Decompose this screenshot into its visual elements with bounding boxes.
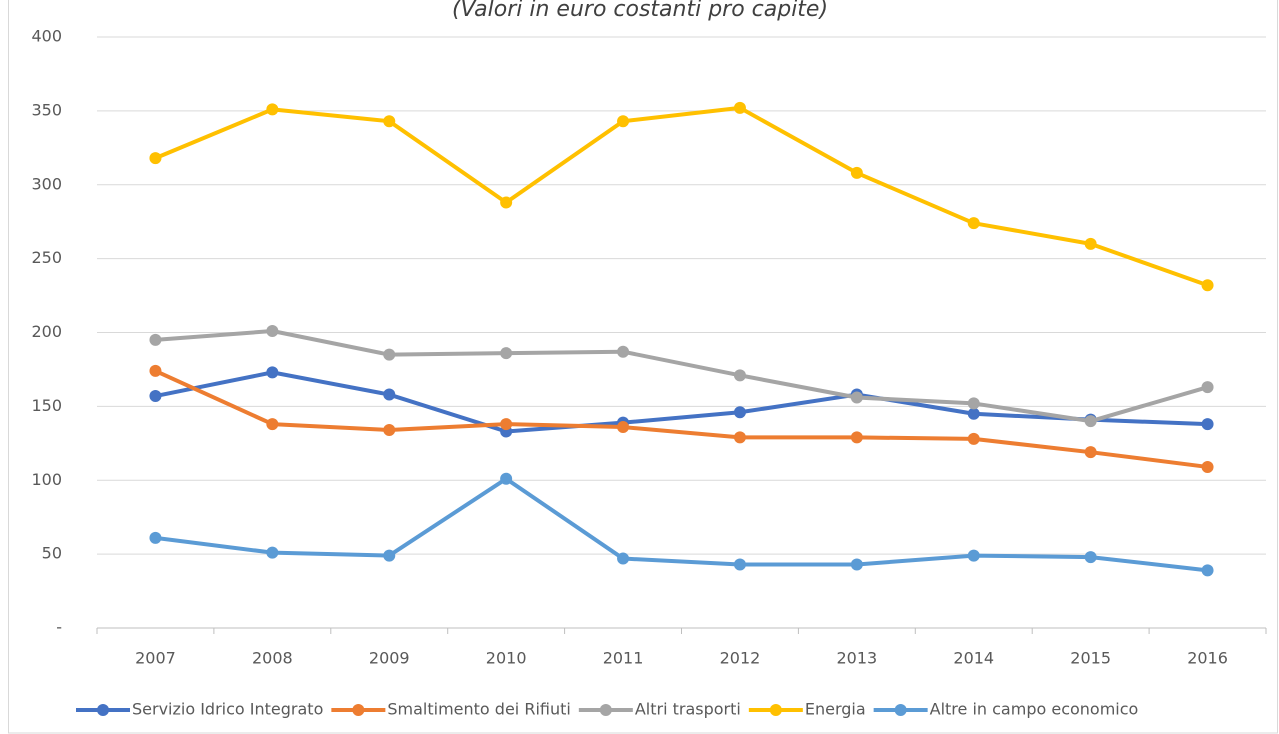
legend-marker	[769, 704, 782, 716]
data-point	[500, 347, 513, 360]
x-tick-label: 2007	[135, 649, 176, 668]
data-point	[1084, 237, 1097, 250]
x-tick-label: 2016	[1187, 649, 1228, 668]
data-point	[266, 103, 279, 116]
data-point	[149, 333, 162, 346]
data-point	[1084, 415, 1097, 428]
legend-marker	[352, 704, 365, 716]
x-tick-label: 2013	[836, 649, 877, 668]
series-line	[154, 369, 1208, 469]
legend-label: Servizio Idrico Integrato	[132, 700, 323, 719]
data-point	[1201, 381, 1214, 394]
data-point	[383, 115, 396, 128]
chart-title: (Valori in euro costanti pro capite)	[452, 0, 828, 22]
data-point	[149, 152, 162, 165]
legend-label: Smaltimento dei Rifiuti	[387, 700, 570, 719]
chart-frame	[8, 0, 1278, 734]
y-tick-label: 200	[31, 322, 62, 341]
data-point	[967, 217, 980, 230]
legend-label: Altri trasporti	[635, 700, 741, 719]
x-tick-label: 2009	[369, 649, 410, 668]
legend-marker	[97, 704, 109, 716]
y-tick-label: 250	[31, 248, 62, 267]
data-point	[733, 558, 746, 571]
data-point	[266, 366, 279, 379]
data-point	[500, 472, 513, 485]
data-point	[967, 432, 980, 445]
legend-label: Altre in campo economico	[930, 700, 1139, 719]
data-point	[1201, 279, 1214, 292]
series-line	[155, 370, 1208, 434]
data-point	[850, 391, 863, 404]
data-point	[149, 390, 162, 403]
data-point	[1201, 460, 1214, 473]
y-tick-label: 100	[31, 470, 62, 489]
data-point	[733, 431, 746, 444]
data-point	[266, 418, 279, 431]
legend-label: Energia	[805, 700, 866, 719]
series-line	[154, 105, 1209, 288]
data-point	[617, 552, 630, 565]
y-tick-label: 300	[31, 174, 62, 193]
data-point	[266, 546, 279, 559]
data-point	[149, 531, 162, 544]
data-point	[967, 407, 980, 420]
data-point	[967, 397, 980, 410]
data-point	[383, 549, 396, 562]
y-tick-label: 400	[31, 27, 62, 46]
data-point	[500, 196, 513, 209]
data-point	[149, 364, 162, 377]
x-tick-label: 2011	[603, 649, 644, 668]
legend-marker	[894, 704, 907, 716]
data-point	[1084, 551, 1097, 564]
data-point	[1201, 418, 1214, 431]
y-tick-label: 350	[31, 100, 62, 119]
data-point	[733, 101, 746, 114]
y-tick-label: -	[56, 618, 62, 637]
x-tick-label: 2014	[953, 649, 994, 668]
data-point	[850, 558, 863, 571]
data-point	[617, 421, 630, 434]
data-point	[1084, 446, 1097, 459]
series-line	[155, 329, 1209, 424]
y-tick-label: 150	[31, 396, 62, 415]
data-point	[733, 406, 746, 419]
data-point	[850, 431, 863, 444]
data-point	[617, 115, 630, 128]
data-point	[733, 369, 746, 382]
series-line	[155, 476, 1208, 573]
legend-marker	[599, 704, 612, 716]
data-point	[967, 549, 980, 562]
x-tick-label: 2008	[252, 649, 293, 668]
data-point	[850, 166, 863, 179]
x-tick-label: 2015	[1070, 649, 1111, 668]
data-point	[1201, 564, 1214, 577]
data-point	[266, 325, 279, 338]
data-point	[617, 345, 630, 358]
x-tick-label: 2012	[720, 649, 761, 668]
y-tick-label: 50	[42, 544, 62, 563]
data-point	[383, 388, 396, 401]
data-point	[383, 424, 396, 437]
x-tick-label: 2010	[486, 649, 527, 668]
data-point	[383, 348, 396, 361]
data-point	[500, 418, 513, 431]
